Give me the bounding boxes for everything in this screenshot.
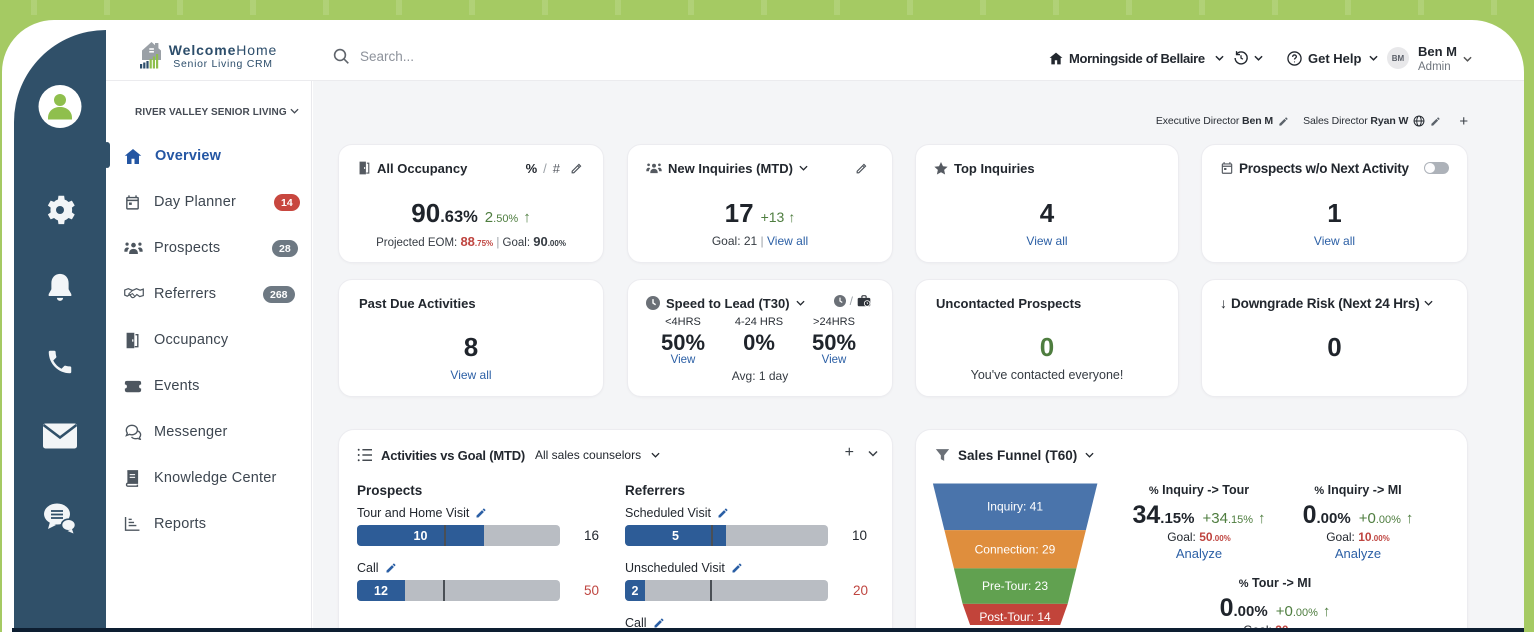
svg-text:Inquiry: 41: Inquiry: 41: [987, 500, 1043, 514]
svg-text:Connection: 29: Connection: 29: [975, 543, 1056, 557]
svg-text:Pre-Tour: 23: Pre-Tour: 23: [982, 579, 1048, 593]
svg-text:Post-Tour: 14: Post-Tour: 14: [979, 610, 1051, 624]
